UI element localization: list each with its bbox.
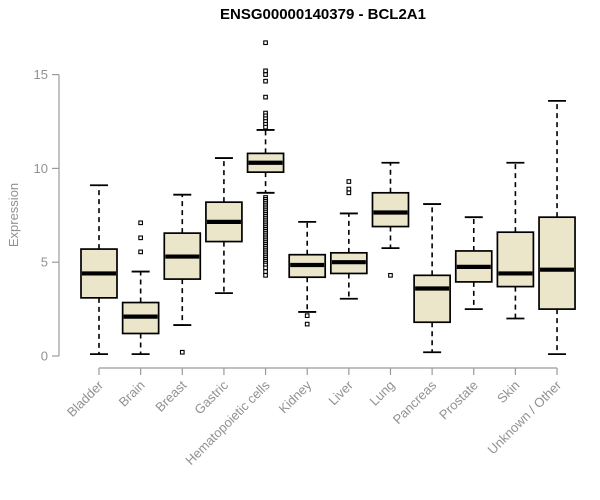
outlier-point: [346, 190, 352, 196]
x-tick-label-bladder: Bladder: [64, 377, 107, 420]
x-tick-label-pancreas: Pancreas: [390, 377, 440, 427]
outlier-point: [346, 179, 352, 184]
outlier-point: [263, 265, 268, 271]
outlier-point: [138, 235, 143, 241]
box-group-kidney: [288, 220, 327, 327]
y-tick-label: 10: [34, 161, 48, 176]
outlier-point: [304, 321, 310, 327]
outlier-point: [263, 272, 268, 278]
box-group-gastric: [205, 157, 243, 295]
chart-title: ENSG00000140379 - BCL2A1: [220, 6, 426, 23]
outlier-point: [263, 78, 268, 84]
outlier-point: [263, 269, 268, 274]
iqr-box: [496, 231, 535, 288]
outlier-point: [138, 220, 143, 226]
y-tick-label: 15: [34, 67, 48, 82]
y-axis-label: Expression: [6, 182, 21, 248]
box-group-liver: [329, 179, 368, 300]
outlier-point: [263, 40, 268, 46]
iqr-box: [371, 191, 410, 228]
box-group-brain: [121, 220, 160, 356]
box-group-prostate: [454, 216, 493, 311]
outlier-point: [304, 313, 310, 319]
iqr-box: [538, 216, 576, 310]
outlier-point: [179, 349, 185, 355]
box-group-skin: [496, 161, 535, 320]
x-tick-label-liver: Liver: [325, 377, 356, 408]
x-tick-label-prostate: Prostate: [436, 378, 481, 423]
box-group-bladder: [80, 184, 118, 356]
x-tick-label-breast: Breast: [152, 377, 189, 414]
iqr-box: [413, 274, 451, 324]
x-tick-label-gastric: Gastric: [191, 377, 231, 417]
outlier-point: [263, 72, 268, 77]
x-tick-label-brain: Brain: [116, 378, 148, 410]
outlier-point: [263, 94, 268, 100]
outlier-point: [138, 249, 143, 255]
box-group-lung: [371, 161, 410, 278]
y-tick-label: 5: [41, 255, 48, 270]
box-group-hematopoietic-cells: [246, 40, 285, 278]
x-tick-label-lung: Lung: [367, 378, 398, 409]
outlier-point: [346, 186, 352, 192]
y-tick-label: 0: [41, 349, 48, 364]
x-tick-label-kidney: Kidney: [276, 377, 315, 416]
x-tick-label-unknown-other: Unknown / Other: [485, 377, 565, 457]
outlier-point: [388, 272, 393, 278]
outlier-point: [263, 68, 268, 74]
box-group-pancreas: [413, 203, 451, 354]
x-tick-label-skin: Skin: [494, 378, 522, 406]
box-group-breast: [163, 193, 202, 355]
box-group-unknown-other: [538, 99, 576, 356]
outlier-point: [263, 124, 268, 130]
